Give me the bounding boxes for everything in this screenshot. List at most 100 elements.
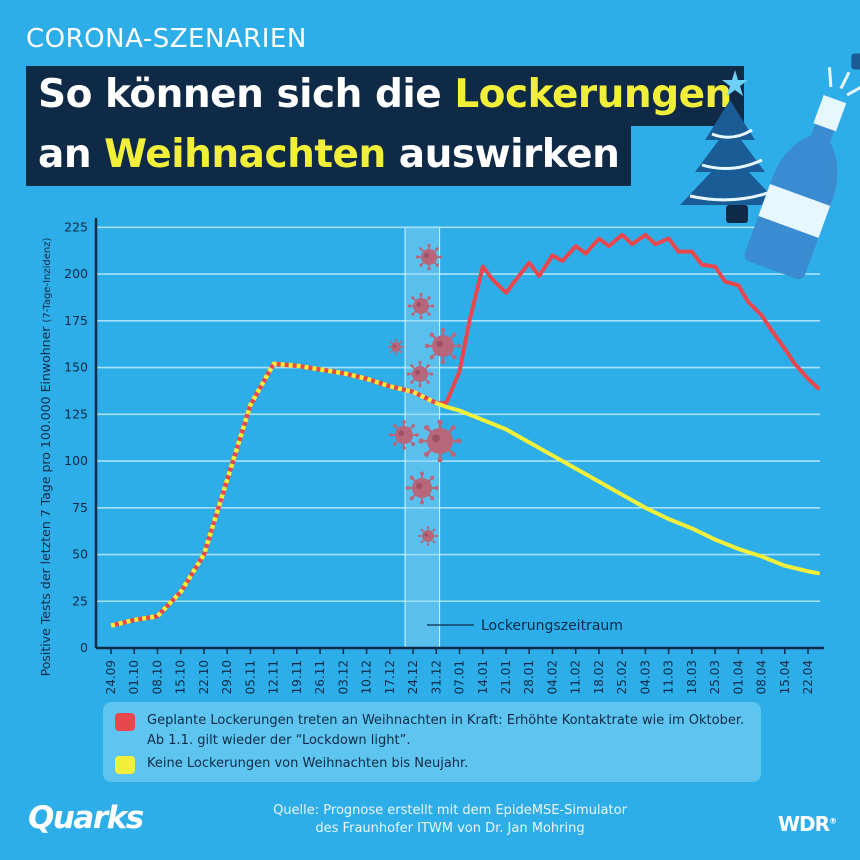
series-line-red — [434, 232, 820, 406]
virus-spike-tip — [389, 340, 392, 343]
y-tick-labels: 0 25 50 75 100 125 150 175 200 225 — [64, 219, 88, 655]
virus-spike-tip — [420, 500, 424, 505]
x-tick-label: 12.11 — [267, 660, 281, 694]
x-tick-label: 21.01 — [499, 660, 513, 694]
virus-spike-tip — [400, 351, 403, 354]
virus-spike-tip — [392, 442, 397, 447]
legend-swatch-red — [115, 713, 135, 731]
virus-spike-tip — [411, 296, 415, 300]
virus-spike-tip — [434, 486, 439, 490]
virus-spot — [432, 434, 440, 443]
chart-series — [110, 232, 820, 628]
x-tick-label: 04.02 — [545, 660, 559, 694]
virus-icon — [389, 420, 419, 450]
virus-spike-tip — [452, 355, 457, 360]
virus-spike-tip — [411, 423, 416, 428]
wdr-registered-mark: ® — [829, 816, 837, 826]
virus-spike-tip — [402, 346, 405, 348]
virus-body — [432, 335, 454, 357]
virus-spike-tip — [419, 292, 423, 296]
legend: Geplante Lockerungen treten an Weihnacht… — [103, 702, 761, 782]
title-line-2-end: auswirken — [385, 132, 620, 177]
virus-body — [412, 478, 432, 498]
champagne-bottle-icon — [744, 53, 860, 280]
x-tick-label: 28.01 — [522, 660, 536, 694]
x-tick-label: 05.11 — [243, 660, 257, 694]
virus-spike-tip — [440, 359, 446, 365]
virus-icon — [407, 292, 435, 320]
virus-spike-tip — [437, 419, 443, 425]
legend-item-yellow: Keine Lockerungen von Weihnachten bis Ne… — [115, 754, 468, 774]
series-line-yellow — [434, 401, 820, 576]
virus-spike-tip — [429, 332, 434, 337]
x-tick-label: 19.11 — [290, 660, 304, 694]
virus-spot — [416, 302, 421, 307]
virus-spike-tip — [431, 304, 435, 308]
title-line-1: So können sich die Lockerungen — [26, 66, 744, 126]
virus-icon — [424, 327, 462, 365]
virus-spike-tip — [427, 267, 431, 271]
virus-spike-tip — [407, 304, 411, 308]
y-tick-label: 50 — [72, 547, 88, 562]
y-tick-label: 75 — [72, 500, 88, 515]
y-axis-label-main: Positive Tests der letzten 7 Tage pro 10… — [38, 326, 53, 677]
y-tick-label: 25 — [72, 593, 88, 608]
virus-spike-tip — [424, 451, 430, 457]
virus-spike-tip — [419, 316, 423, 320]
virus-spike-tip — [424, 343, 430, 349]
title-highlight-2: Weihnachten — [104, 132, 386, 177]
virus-icon — [406, 360, 434, 388]
x-tick-label: 01.04 — [731, 660, 745, 694]
virus-spike-tip — [430, 475, 435, 480]
virus-spike-tip — [392, 423, 397, 428]
title-highlight-1: Lockerungen — [454, 72, 732, 117]
virus-spike-tip — [435, 263, 439, 267]
virus-spike-tip — [452, 332, 457, 337]
virus-body — [427, 428, 453, 454]
virus-icon — [387, 338, 405, 356]
x-tick-label: 08.04 — [755, 660, 769, 694]
virus-spike-tip — [420, 540, 424, 544]
virus-spike-tip — [427, 312, 431, 316]
virus-spike-tip — [402, 420, 406, 424]
x-tick-label: 31.12 — [429, 660, 443, 694]
virus-spike-tip — [450, 425, 456, 431]
x-tick-label: 15.04 — [778, 660, 792, 694]
virus-spot — [398, 430, 404, 436]
virus-spike-tip — [430, 496, 435, 501]
virus-spike-tip — [424, 425, 430, 431]
virus-spike-tip — [426, 543, 430, 546]
virus-spike-tip — [395, 338, 397, 341]
virus-spike-tip — [427, 296, 431, 300]
virus-spike-tip — [415, 255, 419, 259]
virus-spike-tip — [426, 380, 430, 384]
incidence-chart: 0 25 50 75 100 125 150 175 200 225 24.09 01.10 08.1… — [38, 53, 860, 694]
virus-spike-tip — [411, 312, 415, 316]
virus-spot — [436, 340, 444, 348]
source-line-2: des Fraunhofer ITWM von Dr. Jan Mohring — [315, 821, 585, 836]
virus-spike-tip — [405, 486, 410, 490]
virus-spike-tip — [432, 528, 436, 532]
virus-spike-tip — [402, 446, 406, 450]
christmas-tree-icon — [680, 70, 780, 223]
virus-spike-tip — [439, 255, 443, 259]
legend-item-red: Geplante Lockerungen treten an Weihnacht… — [115, 711, 757, 751]
y-tick-label: 0 — [80, 640, 88, 655]
virus-spike-tip — [450, 451, 456, 457]
y-tick-label: 125 — [64, 406, 88, 421]
x-tick-label: 10.12 — [360, 660, 374, 694]
kicker: CORONA-SZENARIEN — [26, 24, 307, 54]
virus-spike-tip — [456, 438, 462, 444]
virus-spike-tip — [418, 438, 424, 444]
x-tick-label: 15.10 — [174, 660, 188, 694]
x-tick-label: 24.09 — [104, 660, 118, 694]
source-note: Quelle: Prognose erstellt mit dem EpideM… — [230, 802, 670, 838]
virus-spike-tip — [406, 372, 410, 376]
quarks-logo: Quarks — [28, 800, 144, 836]
annotation-label: Lockerungszeitraum — [481, 618, 623, 634]
virus-body — [395, 426, 413, 444]
title-line-2: an Weihnachten auswirken — [26, 126, 632, 186]
virus-body — [413, 298, 429, 314]
virus-spike-tip — [427, 243, 431, 247]
virus-spike-tip — [389, 433, 393, 437]
